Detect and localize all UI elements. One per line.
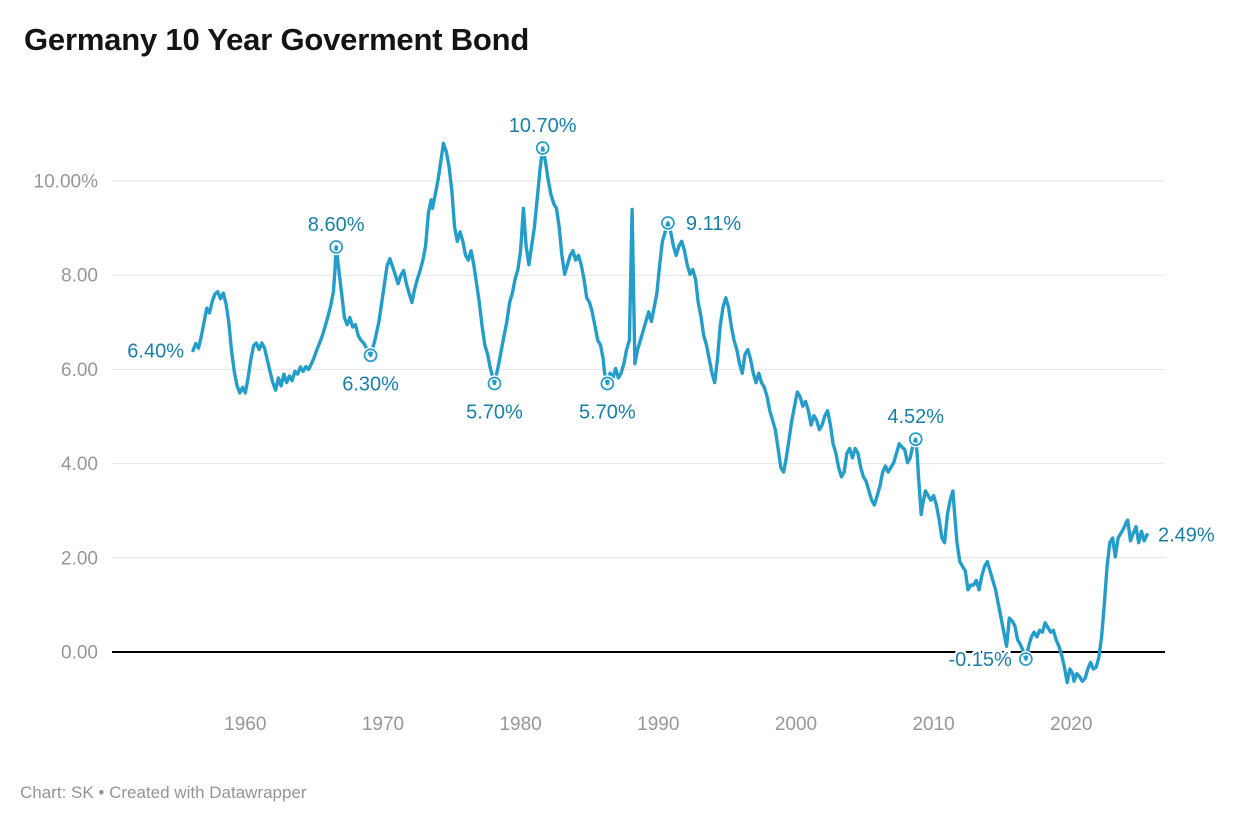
value-annotation-label: 10.70% bbox=[509, 115, 577, 137]
value-annotation-label: 5.70% bbox=[579, 402, 636, 424]
y-axis-tick-label: 8.00 bbox=[61, 266, 98, 287]
x-axis-tick-label: 1960 bbox=[224, 714, 266, 735]
y-axis-tick-label: 2.00 bbox=[61, 548, 98, 569]
bond-yield-series-line[interactable] bbox=[191, 141, 1149, 685]
value-annotation-label: 5.70% bbox=[466, 402, 523, 424]
data-point-marker bbox=[363, 348, 378, 363]
value-annotation-label: 6.40% bbox=[127, 341, 184, 363]
x-axis-tick-label: 2000 bbox=[775, 714, 817, 735]
x-axis-tick-label: 2020 bbox=[1050, 714, 1092, 735]
data-point-marker bbox=[487, 376, 502, 391]
data-point-marker bbox=[600, 376, 615, 391]
x-axis-tick-label: 2010 bbox=[912, 714, 954, 735]
y-axis-tick-label: 6.00 bbox=[61, 360, 98, 381]
data-point-marker bbox=[661, 216, 675, 230]
value-annotation-label: 9.11% bbox=[686, 213, 741, 235]
value-annotation-label: 6.30% bbox=[342, 373, 399, 395]
chart-title: Germany 10 Year Goverment Bond bbox=[24, 22, 530, 57]
data-point-marker bbox=[908, 432, 923, 446]
data-point-marker bbox=[1019, 652, 1033, 666]
y-axis-tick-label: 4.00 bbox=[61, 454, 98, 475]
x-axis-tick-label: 1970 bbox=[362, 714, 404, 735]
data-point-marker bbox=[535, 141, 550, 155]
x-axis-tick-label: 1990 bbox=[637, 714, 679, 735]
x-axis-tick-label: 1980 bbox=[499, 714, 541, 735]
value-annotation-label: 2.49% bbox=[1158, 525, 1215, 547]
chart-attribution: Chart: SK • Created with Datawrapper bbox=[20, 783, 307, 802]
data-point-marker bbox=[329, 240, 344, 254]
value-annotation-label: 4.52% bbox=[887, 406, 944, 428]
y-axis-tick-label: 10.00% bbox=[34, 172, 99, 193]
value-annotation-label: -0.15% bbox=[948, 649, 1012, 671]
y-axis-tick-label: 0.00 bbox=[61, 643, 98, 664]
value-annotation-label: 8.60% bbox=[308, 214, 365, 236]
